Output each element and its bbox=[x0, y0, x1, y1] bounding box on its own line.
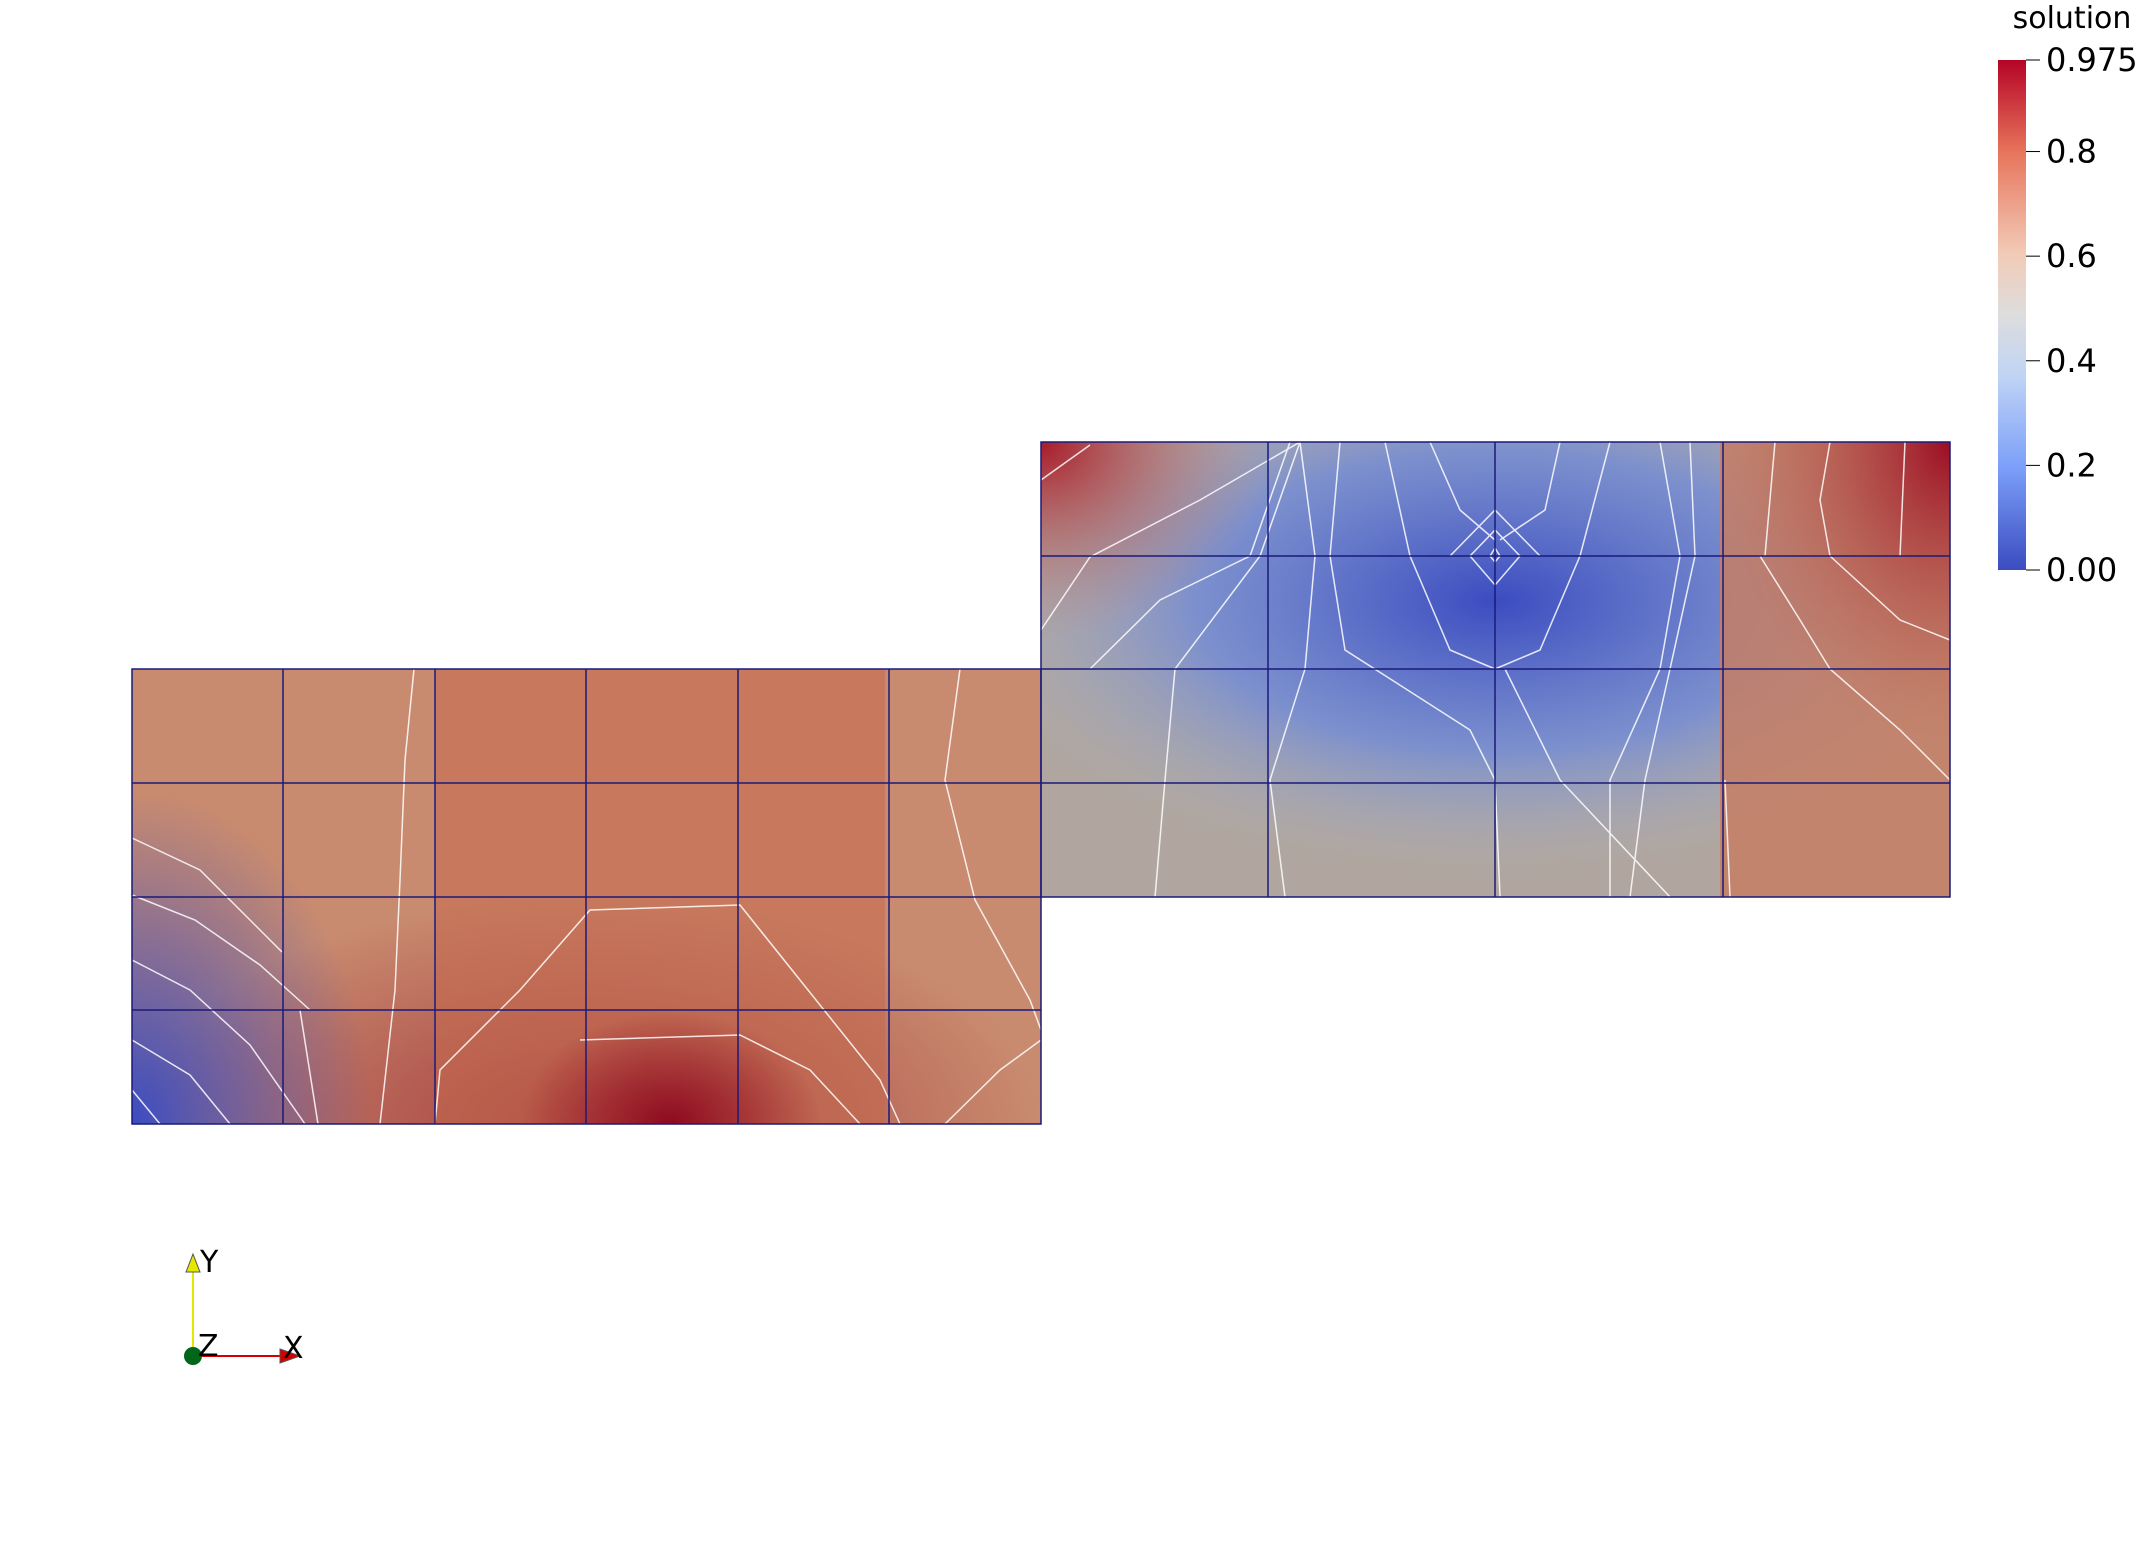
right-block-hot bbox=[1720, 442, 1950, 742]
legend-tick-label: 0.975 bbox=[2046, 41, 2138, 79]
y-axis-label: Y bbox=[199, 1245, 219, 1280]
legend-tick-label: 0.6 bbox=[2046, 237, 2097, 275]
z-axis-label: Z bbox=[198, 1329, 219, 1364]
x-axis-label: X bbox=[283, 1331, 304, 1366]
left-block-cold bbox=[132, 790, 372, 1124]
contour-lines bbox=[131, 441, 1951, 1125]
legend-color-bar bbox=[1998, 60, 2026, 570]
legend-tick-label: 0.4 bbox=[2046, 342, 2097, 380]
color-legend: solution 0.975 0.8 0.6 0.4 0.2 0.00 bbox=[1998, 1, 2138, 589]
left-block-hotspot bbox=[520, 900, 820, 1124]
x-axis-arrow bbox=[279, 1348, 302, 1364]
y-axis-arrow bbox=[185, 1252, 201, 1273]
z-axis-dot bbox=[184, 1347, 202, 1365]
legend-tick-label: 0.2 bbox=[2046, 446, 2097, 484]
orientation-axes[interactable]: Y Z X bbox=[184, 1245, 304, 1366]
legend-title: solution bbox=[2013, 1, 2132, 36]
mesh-edges bbox=[131, 441, 1951, 1125]
legend-ticks: 0.975 0.8 0.6 0.4 0.2 0.00 bbox=[2026, 41, 2138, 589]
legend-tick-label: 0.00 bbox=[2046, 551, 2117, 589]
legend-tick-label: 0.8 bbox=[2046, 133, 2097, 171]
right-block-hot-left bbox=[1041, 442, 1271, 642]
